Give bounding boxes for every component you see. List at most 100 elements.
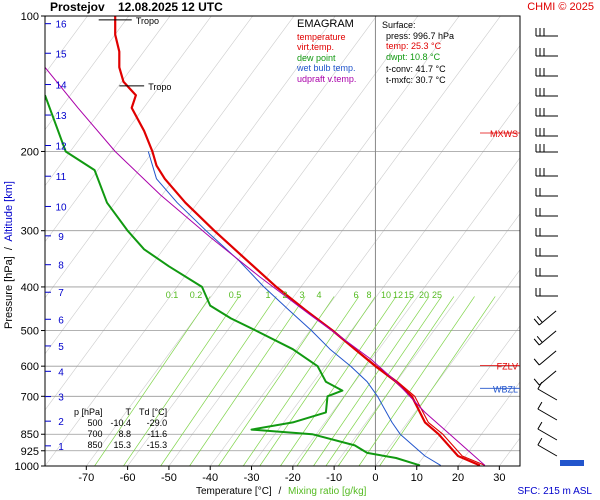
adiabat-line — [168, 16, 501, 466]
table-cell: -29.0 — [146, 418, 168, 428]
altitude-tick-label: 14 — [55, 81, 67, 92]
table-cell: 850 — [87, 440, 103, 450]
mixing-ratio-label: 0.1 — [166, 290, 179, 300]
wind-barb — [535, 88, 558, 97]
adiabat-line — [333, 213, 520, 466]
legend: EMAGRAM temperature virt.temp. dew point… — [297, 19, 356, 84]
x-axis-mixing-label: Mixing ratio [g/kg] — [288, 486, 367, 497]
surface-tconv: t-conv: 41.7 °C — [386, 64, 446, 74]
altitude-tick-label: 12 — [55, 142, 67, 153]
mixing-ratio-label: 15 — [404, 290, 414, 300]
mixing-ratio-line — [160, 296, 277, 466]
table-cell: 500 — [87, 418, 103, 428]
series-dew-point — [45, 94, 421, 466]
wind-barb — [537, 381, 558, 401]
wind-barb-flag — [536, 315, 543, 323]
wind-barb — [537, 437, 558, 457]
surface-dwpt: dwpt: 10.8 °C — [386, 51, 441, 62]
y-tick-label: 200 — [21, 146, 39, 158]
x-tick-label: 20 — [452, 472, 464, 484]
wind-barb-flag — [537, 381, 543, 390]
legend-item-temperature: temperature — [297, 31, 346, 42]
altitude-tick-label: 10 — [55, 202, 67, 213]
wind-barb-shaft — [537, 428, 558, 441]
adiabat-line — [86, 16, 419, 466]
table-row: 500 -10.4 -29.0 — [70, 418, 171, 429]
altitude-tick-label: 4 — [58, 367, 64, 378]
surface-press: press: 996.7 hPa — [386, 30, 455, 41]
wind-barb-shaft — [538, 330, 557, 346]
adiabat-line — [45, 16, 295, 355]
table-cell: -11.6 — [147, 429, 168, 439]
mixing-ratio-line — [242, 296, 360, 466]
x-tick-label: -10 — [326, 472, 342, 484]
series-udpraft-v-temp — [45, 66, 486, 466]
altitude-tick-label: 3 — [58, 393, 64, 404]
wind-barb — [535, 144, 558, 153]
altitude-tick-label: 13 — [55, 111, 67, 122]
altitude-tick-label: 2 — [58, 417, 64, 428]
wind-barb-shaft — [538, 350, 557, 366]
adiabat-line — [375, 269, 520, 466]
altitude-tick-label: 8 — [58, 261, 64, 272]
mixing-ratio-line — [296, 296, 413, 466]
station-name: Prostejov — [50, 0, 105, 14]
surface-tmxfc: t-mxfc: 30.7 °C — [386, 74, 446, 85]
tropopause-label-upper: Tropo — [136, 16, 159, 26]
legend-item-virt-temp: virt.temp. — [297, 42, 335, 52]
wind-barb-flag — [537, 401, 543, 410]
table-header: T — [125, 407, 132, 417]
tropopause-label-lower: Tropo — [148, 82, 171, 92]
table-cell: -15.3 — [146, 440, 168, 450]
mixing-ratio-lines — [94, 296, 496, 466]
surface-wind-marker — [560, 460, 584, 466]
altitude-tick-label: 7 — [58, 288, 64, 299]
legend-item-dew-point: dew point — [297, 52, 336, 63]
y-tick-label: 500 — [21, 326, 39, 338]
wind-barb — [535, 188, 558, 197]
x-tick-label: -70 — [78, 472, 94, 484]
table-header-row: p [hPa] T Td [°C] — [70, 407, 171, 418]
mixing-ratio-label: 20 — [419, 290, 429, 300]
wind-barb — [535, 228, 558, 237]
mixing-ratio-line — [280, 296, 397, 466]
mixing-ratio-line — [189, 296, 306, 466]
isotherm-isobar-grid — [45, 16, 520, 466]
mixing-ratio-line — [123, 296, 240, 466]
sounding-datetime: 12.08.2025 12 UTC — [118, 0, 223, 14]
series-virt-temp — [114, 16, 486, 466]
mixing-ratio-line — [358, 296, 475, 466]
x-tick-label: -40 — [202, 472, 218, 484]
table-cell: 15.3 — [113, 440, 132, 450]
adiabat-line — [45, 16, 336, 411]
adiabat-line — [45, 16, 171, 187]
fzlv-marker-label: FZLV — [497, 362, 518, 372]
wind-barb — [535, 68, 558, 77]
annotations: 0.1 0.2 0.5 1 2 3 4 6 8 10 12 15 20 25TropoTropoMXWSF… — [98, 16, 520, 394]
x-tick-label: -30 — [244, 472, 260, 484]
mixing-ratio-label: 0.2 — [190, 290, 203, 300]
wind-barb-flag — [533, 318, 540, 326]
table-cell: 700 — [87, 429, 103, 439]
adiabat-line — [251, 101, 520, 466]
y-axis-altitude-label: Altitude [km] — [3, 181, 15, 242]
sounding-curves — [45, 16, 486, 466]
wind-barb — [537, 421, 558, 441]
altitude-tick-label: 6 — [58, 315, 64, 326]
wind-barb-flag — [533, 338, 540, 346]
x-axis-temperature-label: Temperature [°C] — [196, 486, 272, 497]
mixing-ratio-label: 2 — [282, 290, 287, 300]
wind-barb-shaft — [537, 444, 558, 457]
adiabat-line — [209, 45, 520, 466]
wind-barb — [535, 288, 558, 297]
mixing-ratio-line — [313, 296, 430, 466]
y-axis-label: Pressure [hPa] / Altitude [km] — [3, 181, 15, 329]
y-tick-label: 850 — [21, 429, 39, 441]
x-tick-label: -50 — [161, 472, 177, 484]
y-tick-label: 600 — [21, 361, 39, 373]
wind-barb-column — [533, 28, 584, 466]
table-cell: -10.4 — [110, 418, 132, 428]
wind-barb-flag — [533, 378, 540, 386]
altitude-tick-label: 11 — [56, 172, 67, 183]
